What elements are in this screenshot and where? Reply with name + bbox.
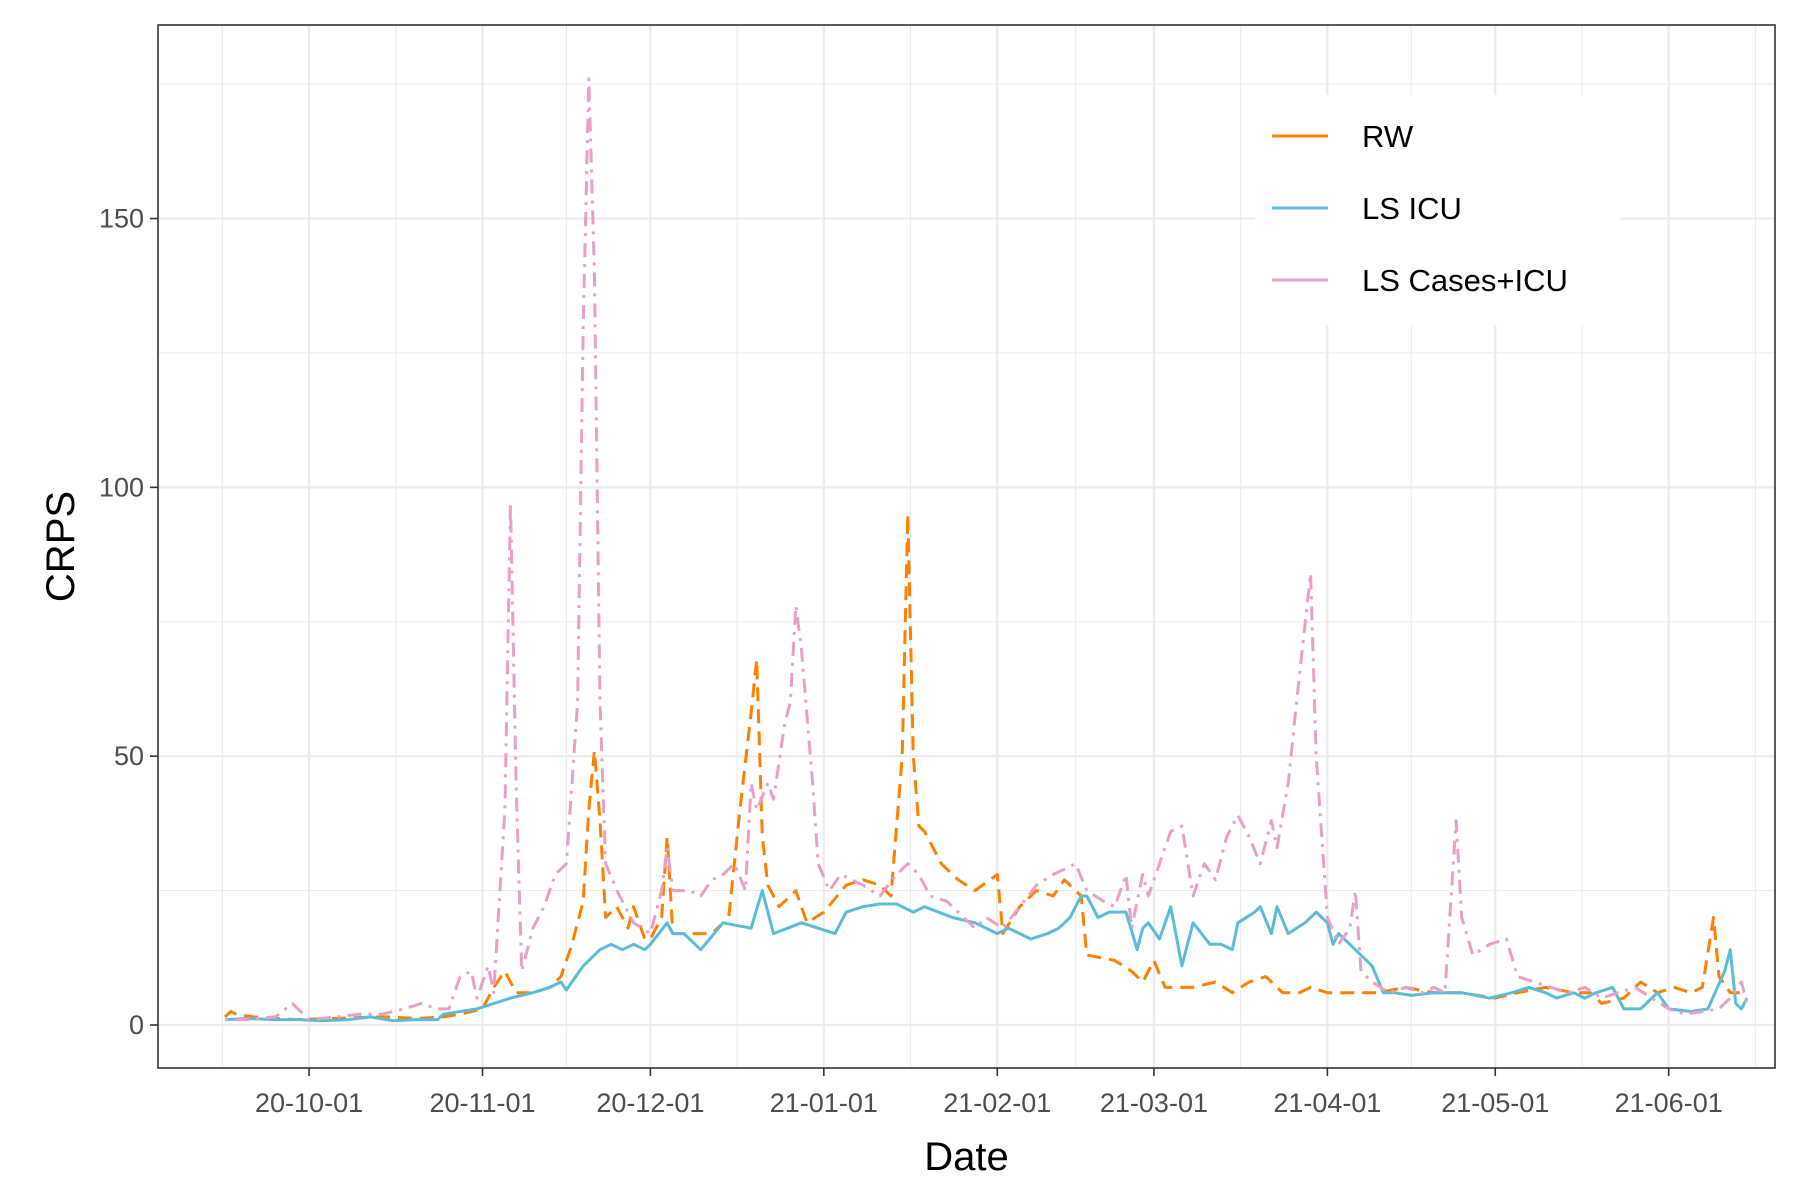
plot-panel-border [157,24,1776,1069]
x-axis-title: Date [924,1135,1009,1179]
series-line-ls-cases-icu [225,77,1749,1022]
x-tick-label: 20-11-01 [429,1088,535,1118]
x-tick-label: 21-05-01 [1441,1088,1549,1118]
legend: RW LS ICU LS Cases+ICU [1255,95,1620,325]
y-tick-label: 150 [99,204,144,234]
grid-lines [158,25,1775,1068]
x-tick-label: 21-03-01 [1100,1088,1208,1118]
x-tick-label: 20-10-01 [255,1088,363,1118]
legend-label: RW [1362,119,1414,154]
x-tick-label: 21-06-01 [1615,1088,1723,1118]
y-tick-label: 0 [129,1010,144,1040]
series-line-ls-icu [225,889,1749,1023]
x-tick-label: 21-04-01 [1273,1088,1381,1118]
x-tick-label: 20-12-01 [596,1088,704,1118]
y-axis-title: CRPS [39,491,83,602]
legend-label: LS ICU [1362,191,1462,226]
legend-background [1255,95,1620,325]
y-tick-label: 100 [99,472,144,502]
y-tick-label: 50 [114,741,144,771]
data-series [224,77,1749,1023]
legend-label: LS Cases+ICU [1362,263,1568,298]
axes: 0 50 100 150 20-10-01 20-11-01 20-12-01 21-01-0… [99,204,1723,1118]
x-tick-label: 21-02-01 [943,1088,1051,1118]
x-tick-label: 21-01-01 [770,1088,878,1118]
